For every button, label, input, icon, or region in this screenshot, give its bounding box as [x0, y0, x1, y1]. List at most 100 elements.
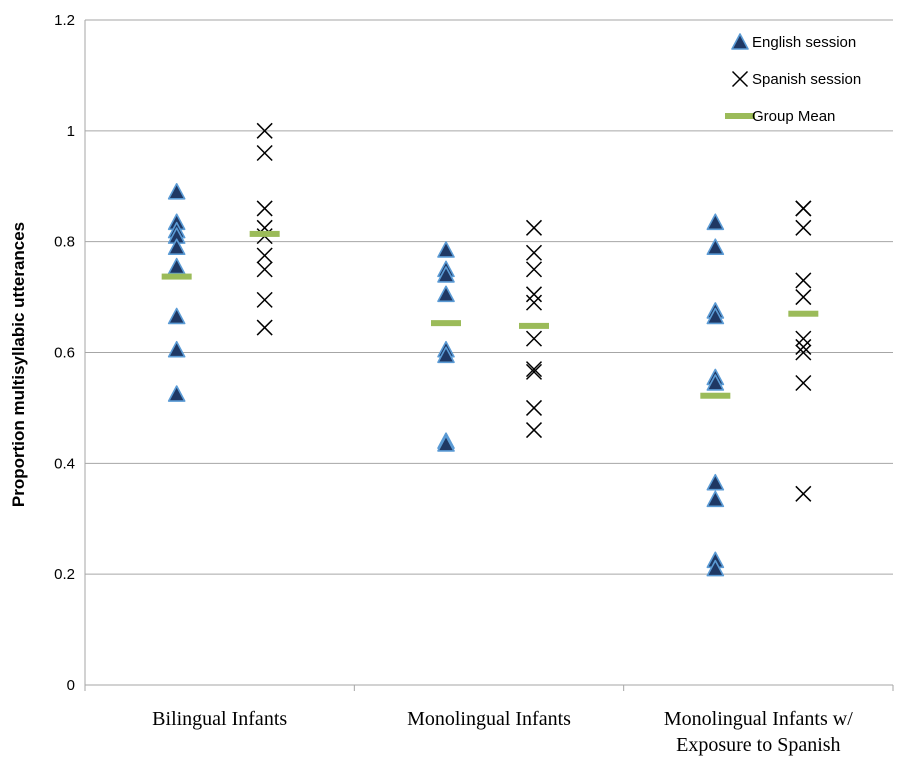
- spanish-session-point: [795, 219, 812, 236]
- y-axis-label: Proportion multisyllabic utterances: [9, 222, 28, 507]
- group-mean-mark: [519, 322, 549, 329]
- y-tick-label: 1.2: [54, 12, 75, 29]
- category-labels: Bilingual Infants Monolingual Infants Mono…: [152, 708, 853, 756]
- cross-stroke: [256, 200, 273, 217]
- spanish-session-point: [795, 344, 812, 361]
- cross-stroke: [795, 289, 812, 306]
- english-session-point: [437, 285, 455, 303]
- category-label-line: Monolingual Infants: [407, 708, 571, 730]
- legend-label: English session: [752, 34, 856, 51]
- cross-stroke: [525, 261, 543, 278]
- cross-stroke: [795, 374, 812, 392]
- legend: English session Spanish session Group Mean: [725, 33, 861, 125]
- english-session-point: [706, 490, 725, 508]
- cross-stroke: [256, 291, 273, 308]
- spanish-session-point: [525, 363, 543, 380]
- legend-label: Spanish session: [752, 71, 861, 88]
- cross-stroke: [525, 330, 543, 347]
- category-label-line: Bilingual Infants: [152, 708, 287, 730]
- cross-stroke: [525, 286, 543, 303]
- cross-stroke: [256, 261, 273, 278]
- english-session-point: [706, 473, 725, 491]
- cross-stroke: [525, 219, 543, 236]
- cross-stroke: [731, 70, 749, 88]
- category-label: Monolingual Infants: [407, 708, 571, 730]
- cross-stroke: [525, 363, 543, 380]
- spanish-session-point: [525, 294, 543, 311]
- category-label: Monolingual Infants w/Exposure to Spanis…: [664, 708, 853, 756]
- spanish-session-point: [256, 200, 273, 217]
- spanish-session-point: [525, 286, 543, 303]
- cross-stroke: [795, 272, 812, 289]
- cross-stroke: [795, 344, 812, 361]
- category-label: Bilingual Infants: [152, 708, 287, 730]
- spanish-session-point: [795, 338, 812, 355]
- category-label-line: Exposure to Spanish: [676, 734, 840, 756]
- english-session-point: [167, 340, 186, 358]
- cross-stroke: [795, 200, 812, 217]
- english-session-point: [706, 307, 725, 325]
- spanish-session-point: [525, 330, 543, 347]
- y-tick-label: 1: [67, 123, 75, 140]
- spanish-session-point: [256, 144, 273, 162]
- y-tick-label: 0.8: [54, 234, 75, 251]
- cross-stroke: [795, 338, 812, 355]
- data-marks: [161, 122, 819, 577]
- cross-stroke: [525, 294, 543, 311]
- spanish-session-point: [525, 361, 543, 378]
- english-session-point: [706, 213, 725, 231]
- english-session-point: [167, 307, 186, 325]
- spanish-session-point: [256, 261, 273, 278]
- spanish-session-point: [795, 200, 812, 217]
- spanish-session-point: [525, 399, 543, 416]
- spanish-session-point: [795, 374, 812, 392]
- spanish-session-point: [256, 122, 273, 139]
- english-session-point: [167, 238, 186, 256]
- cross-stroke: [525, 399, 543, 416]
- group-mean-mark: [161, 273, 192, 280]
- cross-stroke: [525, 244, 543, 261]
- cross-stroke: [256, 319, 273, 336]
- english-session-point: [167, 257, 186, 275]
- spanish-session-point: [795, 330, 812, 347]
- spanish-session-point: [525, 244, 543, 261]
- english-session-point: [706, 238, 725, 256]
- legend-marker-triangle: [731, 33, 749, 50]
- cross-stroke: [256, 122, 273, 139]
- spanish-session-point: [256, 247, 273, 264]
- cross-stroke: [795, 485, 812, 502]
- cross-stroke: [256, 144, 273, 162]
- spanish-session-point: [525, 261, 543, 278]
- spanish-session-point: [525, 422, 543, 439]
- english-session-point: [437, 266, 455, 283]
- spanish-session-point: [256, 319, 273, 336]
- y-tick-label: 0.2: [54, 566, 75, 583]
- spanish-session-point: [795, 289, 812, 306]
- english-session-point: [437, 346, 455, 364]
- cross-stroke: [525, 422, 543, 439]
- y-tick-label: 0: [67, 677, 75, 694]
- group-mean-mark: [249, 230, 280, 237]
- group-mean-mark: [431, 320, 461, 327]
- spanish-session-point: [525, 219, 543, 236]
- spanish-session-point: [256, 291, 273, 308]
- spanish-session-point: [795, 272, 812, 289]
- cross-stroke: [525, 361, 543, 378]
- group-mean-mark: [788, 310, 819, 317]
- english-session-point: [437, 435, 455, 452]
- legend-marker-dash: [725, 113, 755, 119]
- y-tick-label: 0.4: [54, 455, 75, 472]
- y-tick-label: 0.6: [54, 345, 75, 362]
- spanish-session-point: [795, 485, 812, 502]
- legend-label: Group Mean: [752, 108, 835, 125]
- cross-stroke: [256, 247, 273, 264]
- y-tick-labels: 0 0.2 0.4 0.6 0.8 1 1.2: [54, 12, 75, 694]
- group-mean-mark: [700, 392, 731, 399]
- english-session-point: [167, 182, 186, 200]
- legend-marker-cross: [731, 70, 749, 88]
- cross-stroke: [795, 219, 812, 236]
- english-session-point: [706, 374, 725, 391]
- english-session-point: [167, 385, 186, 402]
- english-session-point: [437, 241, 455, 258]
